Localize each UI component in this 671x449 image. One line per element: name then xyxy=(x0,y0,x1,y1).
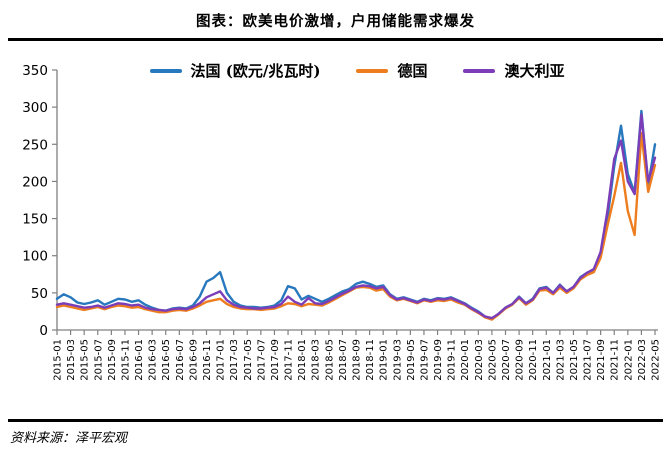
legend-label-germany: 德国 xyxy=(397,62,428,80)
legend-item: 澳大利亚 xyxy=(463,60,564,81)
chart-title: 图表：欧美电价激增，户用储能需求爆发 xyxy=(196,13,475,30)
svg-text:2015-01: 2015-01 xyxy=(53,339,64,381)
svg-text:2022-05: 2022-05 xyxy=(651,339,662,381)
svg-text:2017-09: 2017-09 xyxy=(270,339,281,381)
svg-text:2015-05: 2015-05 xyxy=(80,339,91,381)
svg-text:2018-05: 2018-05 xyxy=(324,339,335,381)
svg-text:2019-11: 2019-11 xyxy=(447,339,458,381)
legend-label-france: 法国 (欧元/兆瓦时) xyxy=(190,62,321,80)
legend-item: 德国 xyxy=(356,60,427,81)
svg-text:2017-01: 2017-01 xyxy=(216,339,227,381)
svg-text:2018-09: 2018-09 xyxy=(352,339,363,381)
svg-text:2021-05: 2021-05 xyxy=(569,339,580,381)
legend-item: 法国 (欧元/兆瓦时) xyxy=(149,60,321,81)
svg-text:2018-01: 2018-01 xyxy=(297,339,308,381)
svg-text:2020-01: 2020-01 xyxy=(460,339,471,381)
svg-text:350: 350 xyxy=(22,63,48,79)
svg-text:2015-03: 2015-03 xyxy=(66,339,77,381)
svg-text:2018-03: 2018-03 xyxy=(311,339,322,381)
legend-line-swatch-germany xyxy=(356,68,389,73)
svg-text:2019-07: 2019-07 xyxy=(419,339,430,381)
svg-text:2021-07: 2021-07 xyxy=(583,339,594,381)
svg-text:300: 300 xyxy=(22,100,48,116)
svg-text:150: 150 xyxy=(22,212,48,228)
svg-text:2018-07: 2018-07 xyxy=(338,339,349,381)
legend-label-australia: 澳大利亚 xyxy=(504,62,565,80)
svg-text:2016-07: 2016-07 xyxy=(175,339,186,381)
svg-text:50: 50 xyxy=(31,286,48,302)
svg-text:2015-07: 2015-07 xyxy=(93,339,104,381)
top-divider xyxy=(8,38,663,41)
svg-text:2016-09: 2016-09 xyxy=(188,339,199,381)
svg-text:2017-11: 2017-11 xyxy=(284,339,295,381)
svg-text:2015-11: 2015-11 xyxy=(120,339,131,381)
svg-text:2018-11: 2018-11 xyxy=(365,339,376,381)
chart-legend: 法国 (欧元/兆瓦时) 德国 澳大利亚 xyxy=(57,60,657,81)
svg-text:2017-07: 2017-07 xyxy=(256,339,267,381)
svg-text:2020-07: 2020-07 xyxy=(501,339,512,381)
source-note: 资料来源：泽平宏观 xyxy=(10,431,128,446)
svg-text:100: 100 xyxy=(22,249,48,265)
svg-text:2021-01: 2021-01 xyxy=(542,339,553,381)
svg-text:2021-11: 2021-11 xyxy=(610,339,621,381)
svg-text:2016-03: 2016-03 xyxy=(148,339,159,381)
svg-text:2019-03: 2019-03 xyxy=(392,339,403,381)
svg-text:2020-03: 2020-03 xyxy=(474,339,485,381)
legend-line-swatch-france xyxy=(149,68,182,73)
svg-text:250: 250 xyxy=(22,137,48,153)
svg-text:0: 0 xyxy=(39,323,48,339)
svg-text:2019-01: 2019-01 xyxy=(379,339,390,381)
svg-text:2015-09: 2015-09 xyxy=(107,339,118,381)
bottom-divider xyxy=(8,419,663,422)
svg-text:2016-05: 2016-05 xyxy=(161,339,172,381)
svg-text:2020-11: 2020-11 xyxy=(528,339,539,381)
svg-text:2017-03: 2017-03 xyxy=(229,339,240,381)
svg-text:2022-03: 2022-03 xyxy=(637,339,648,381)
svg-text:2021-09: 2021-09 xyxy=(596,339,607,381)
svg-text:2017-05: 2017-05 xyxy=(243,339,254,381)
svg-text:2020-09: 2020-09 xyxy=(515,339,526,381)
svg-text:2020-05: 2020-05 xyxy=(487,339,498,381)
svg-text:2019-05: 2019-05 xyxy=(406,339,417,381)
svg-text:2019-09: 2019-09 xyxy=(433,339,444,381)
svg-text:2016-11: 2016-11 xyxy=(202,339,213,381)
svg-text:200: 200 xyxy=(22,174,48,190)
svg-text:2022-01: 2022-01 xyxy=(623,339,634,381)
svg-text:2021-03: 2021-03 xyxy=(555,339,566,381)
legend-line-swatch-australia xyxy=(463,68,496,73)
svg-text:2016-01: 2016-01 xyxy=(134,339,145,381)
